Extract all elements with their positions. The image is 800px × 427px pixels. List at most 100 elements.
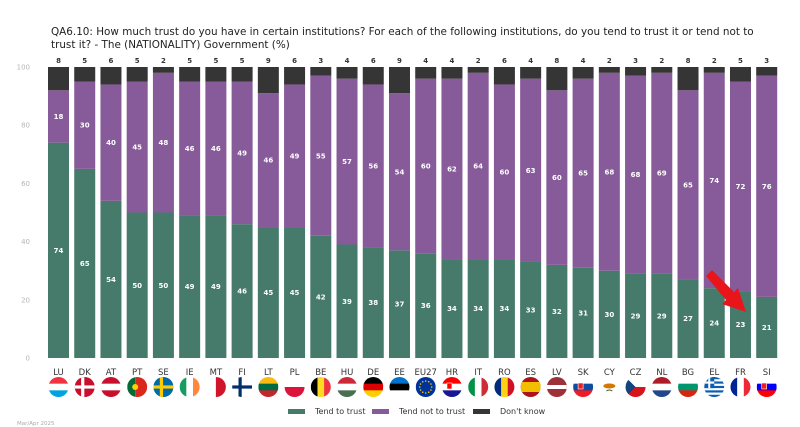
bar-segment-dont-know bbox=[677, 67, 699, 91]
flag-stripe bbox=[704, 388, 725, 391]
data-label: 76 bbox=[762, 183, 772, 191]
dont-know-label: 8 bbox=[554, 57, 559, 65]
bar-segment-dont-know bbox=[310, 67, 332, 76]
data-label: 45 bbox=[263, 289, 273, 297]
flag-star bbox=[421, 381, 424, 383]
legend-label: Tend not to trust bbox=[399, 407, 466, 416]
bar-ie: 49 46 5 IE bbox=[179, 57, 201, 378]
bar-it: 34 64 2 IT bbox=[467, 57, 489, 378]
flag-sk-icon bbox=[573, 377, 594, 397]
bar-hr: 34 62 4 HR bbox=[441, 57, 463, 378]
flag-stripe bbox=[651, 383, 672, 391]
data-label: 65 bbox=[80, 260, 90, 268]
category-label: CZ bbox=[630, 368, 642, 378]
bar-segment-dont-know bbox=[546, 67, 568, 91]
flag-el-icon bbox=[704, 377, 725, 397]
flag-stripe bbox=[737, 377, 745, 397]
bar-segment-tend-not-to-trust bbox=[415, 78, 437, 254]
category-label: EL bbox=[709, 368, 719, 378]
flag-stripe bbox=[192, 377, 200, 397]
bar-segment-dont-know bbox=[388, 67, 410, 94]
flag-stripe bbox=[481, 377, 489, 397]
data-label: 34 bbox=[473, 305, 483, 313]
data-label: 36 bbox=[421, 302, 431, 310]
bar-segment-tend-to-trust bbox=[152, 212, 174, 358]
dont-know-label: 4 bbox=[345, 57, 350, 65]
flag-stripe bbox=[363, 377, 384, 385]
flag-stripe bbox=[389, 377, 410, 385]
bar-ro: 34 60 6 RO bbox=[493, 57, 515, 378]
bar-segment-tend-not-to-trust bbox=[756, 75, 778, 297]
flag-eu27-icon bbox=[415, 377, 436, 397]
legend-label: Tend to trust bbox=[315, 407, 366, 416]
bar-segment-dont-know bbox=[598, 67, 620, 73]
bar-segment-tend-to-trust bbox=[126, 212, 148, 358]
flag-stripe bbox=[363, 383, 384, 391]
data-label: 60 bbox=[552, 174, 562, 182]
data-label: 68 bbox=[631, 171, 641, 179]
data-label: 49 bbox=[237, 149, 247, 157]
category-label: FR bbox=[735, 368, 746, 378]
bar-es: 33 63 4 ES bbox=[520, 57, 542, 378]
data-label: 68 bbox=[604, 168, 614, 176]
flag-stripe bbox=[284, 387, 305, 397]
bar-segment-dont-know bbox=[415, 67, 437, 79]
bar-segment-tend-not-to-trust bbox=[651, 72, 673, 274]
flag-cy-icon bbox=[599, 377, 620, 397]
category-label: NL bbox=[656, 368, 667, 378]
bar-segment-tend-not-to-trust bbox=[336, 78, 358, 245]
bar-segment-dont-know bbox=[336, 67, 358, 79]
bar-segment-tend-not-to-trust bbox=[310, 75, 332, 236]
bar-segment-tend-to-trust bbox=[756, 296, 778, 358]
bar-segment-dont-know bbox=[231, 67, 253, 82]
data-label: 49 bbox=[290, 152, 300, 160]
y-axis: 0 20 40 60 80 100 bbox=[17, 64, 30, 363]
flag-ro-icon bbox=[494, 377, 515, 397]
data-label: 56 bbox=[368, 162, 378, 170]
flag-stripe bbox=[651, 390, 672, 397]
data-label: 64 bbox=[473, 162, 483, 170]
category-label: SI bbox=[763, 368, 771, 378]
flag-cross bbox=[704, 381, 715, 384]
bar-segment-tend-to-trust bbox=[179, 215, 201, 358]
data-label: 23 bbox=[736, 321, 746, 329]
bar-segment-dont-know bbox=[179, 67, 201, 82]
dont-know-label: 5 bbox=[187, 57, 192, 65]
bar-segment-dont-know bbox=[756, 67, 778, 76]
bar-segment-tend-to-trust bbox=[336, 244, 358, 358]
data-label: 34 bbox=[447, 305, 457, 313]
bar-segment-dont-know bbox=[572, 67, 594, 79]
bar-at: 54 40 6 AT bbox=[100, 57, 122, 378]
data-label: 74 bbox=[709, 177, 719, 185]
flag-be-icon bbox=[310, 377, 331, 397]
flag-at-icon bbox=[100, 377, 121, 397]
flag-stripe bbox=[179, 377, 187, 397]
flag-stripe bbox=[678, 377, 699, 385]
bar-nl: 29 69 2 NL bbox=[651, 57, 673, 378]
flag-ee-icon bbox=[389, 377, 410, 397]
flag-stripe bbox=[48, 390, 69, 397]
bar-segment-tend-to-trust bbox=[231, 224, 253, 358]
category-label: HR bbox=[446, 368, 458, 378]
dont-know-label: 4 bbox=[581, 57, 586, 65]
bar-mt: 49 46 5 MT bbox=[205, 57, 227, 378]
footnote-date: Mar/Apr 2025 bbox=[17, 421, 55, 427]
bar-segment-tend-to-trust bbox=[48, 142, 69, 358]
dont-know-label: 5 bbox=[240, 57, 245, 65]
bar-lt: 45 46 9 LT bbox=[257, 57, 279, 378]
dont-know-label: 3 bbox=[318, 57, 323, 65]
dont-know-label: 4 bbox=[450, 57, 455, 65]
flag-stripe bbox=[704, 394, 725, 397]
flag-star bbox=[430, 383, 432, 385]
dont-know-label: 5 bbox=[738, 57, 743, 65]
chart-title: QA6.10: How much trust do you have in ce… bbox=[51, 26, 754, 51]
bar-segment-dont-know bbox=[284, 67, 306, 85]
flag-stripe bbox=[501, 377, 509, 397]
flag-stripe bbox=[258, 390, 279, 397]
data-label: 39 bbox=[342, 298, 352, 306]
flag-de-icon bbox=[363, 377, 384, 397]
data-label: 37 bbox=[395, 301, 405, 309]
bar-pt: 50 45 5 PT bbox=[126, 57, 148, 378]
bar-bg: 27 65 8 BG bbox=[677, 57, 699, 378]
flag-stripe bbox=[317, 377, 325, 397]
